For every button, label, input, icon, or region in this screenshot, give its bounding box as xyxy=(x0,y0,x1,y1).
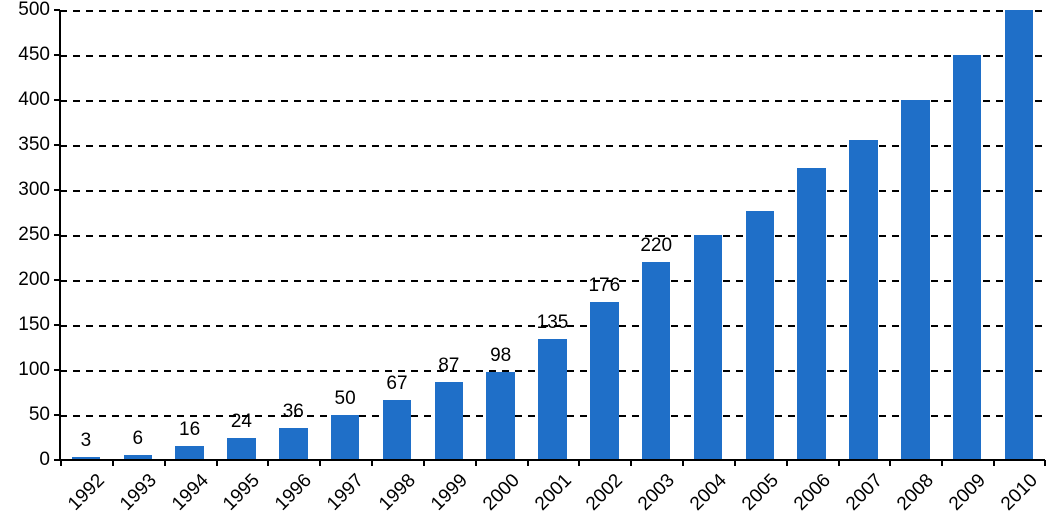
x-tick-mark xyxy=(216,460,218,466)
bar xyxy=(486,372,515,460)
y-tick-label: 0 xyxy=(39,449,50,471)
x-tick-mark xyxy=(734,460,736,466)
y-tick-label: 450 xyxy=(18,44,50,66)
x-tick-mark xyxy=(423,460,425,466)
gridline xyxy=(60,235,1045,237)
x-tick-label: 2003 xyxy=(622,470,680,528)
x-tick-mark xyxy=(630,460,632,466)
bar xyxy=(1005,10,1034,460)
x-tick-label: 1997 xyxy=(311,470,369,528)
y-tick-label: 50 xyxy=(29,404,50,426)
data-label: 6 xyxy=(132,428,143,450)
bar xyxy=(694,235,723,460)
bar xyxy=(331,415,360,460)
bar xyxy=(538,339,567,461)
x-tick-mark xyxy=(267,460,269,466)
x-tick-label: 2006 xyxy=(777,470,835,528)
gridline xyxy=(60,10,1045,12)
x-tick-label: 1998 xyxy=(363,470,421,528)
y-tick-label: 250 xyxy=(18,224,50,246)
x-tick-label: 2008 xyxy=(881,470,939,528)
data-label: 220 xyxy=(640,235,672,257)
plot-area xyxy=(60,10,1045,460)
gridline xyxy=(60,145,1045,147)
y-tick-label: 200 xyxy=(18,269,50,291)
data-label: 98 xyxy=(490,345,511,367)
x-tick-mark xyxy=(319,460,321,466)
y-tick-label: 300 xyxy=(18,179,50,201)
x-tick-mark xyxy=(475,460,477,466)
x-tick-label: 2009 xyxy=(933,470,991,528)
bar xyxy=(901,100,930,460)
data-label: 16 xyxy=(179,419,200,441)
gridline xyxy=(60,100,1045,102)
x-tick-label: 1995 xyxy=(207,470,265,528)
bar xyxy=(383,400,412,460)
x-tick-mark xyxy=(164,460,166,466)
x-tick-label: 2000 xyxy=(466,470,524,528)
data-label: 176 xyxy=(588,275,620,297)
bar xyxy=(435,382,464,460)
x-tick-label: 1993 xyxy=(103,470,161,528)
y-axis xyxy=(59,10,61,460)
x-tick-label: 2010 xyxy=(985,470,1043,528)
bar-chart: 0501001502002503003504004505003199261993… xyxy=(0,0,1054,523)
bar xyxy=(279,428,308,460)
data-label: 24 xyxy=(231,411,252,433)
x-tick-mark xyxy=(60,460,62,466)
bar xyxy=(227,438,256,460)
bar xyxy=(175,446,204,460)
gridline xyxy=(60,190,1045,192)
x-tick-label: 1994 xyxy=(155,470,213,528)
bar xyxy=(642,262,671,460)
y-tick-label: 350 xyxy=(18,134,50,156)
x-tick-mark xyxy=(371,460,373,466)
x-tick-label: 1999 xyxy=(414,470,472,528)
data-label: 36 xyxy=(283,401,304,423)
x-tick-mark xyxy=(838,460,840,466)
x-tick-mark xyxy=(941,460,943,466)
gridline xyxy=(60,280,1045,282)
bar xyxy=(797,168,826,461)
x-tick-mark xyxy=(112,460,114,466)
bar xyxy=(746,211,775,460)
x-tick-label: 2007 xyxy=(829,470,887,528)
x-tick-mark xyxy=(527,460,529,466)
data-label: 135 xyxy=(537,312,569,334)
x-tick-label: 2005 xyxy=(725,470,783,528)
data-label: 87 xyxy=(438,355,459,377)
gridline xyxy=(60,55,1045,57)
x-tick-label: 2004 xyxy=(674,470,732,528)
x-tick-mark xyxy=(889,460,891,466)
y-tick-label: 100 xyxy=(18,359,50,381)
x-tick-mark xyxy=(786,460,788,466)
y-tick-label: 400 xyxy=(18,89,50,111)
x-axis xyxy=(60,459,1045,461)
bar xyxy=(849,140,878,460)
x-tick-mark xyxy=(1044,460,1046,466)
x-tick-label: 2001 xyxy=(518,470,576,528)
x-tick-mark xyxy=(682,460,684,466)
x-tick-label: 1996 xyxy=(259,470,317,528)
y-tick-label: 150 xyxy=(18,314,50,336)
x-tick-label: 2002 xyxy=(570,470,628,528)
data-label: 3 xyxy=(81,430,92,452)
y-tick-label: 500 xyxy=(18,0,50,21)
bar xyxy=(590,302,619,460)
bar xyxy=(953,55,982,460)
x-tick-mark xyxy=(578,460,580,466)
x-tick-mark xyxy=(993,460,995,466)
data-label: 50 xyxy=(335,388,356,410)
data-label: 67 xyxy=(386,373,407,395)
x-tick-label: 1992 xyxy=(51,470,109,528)
